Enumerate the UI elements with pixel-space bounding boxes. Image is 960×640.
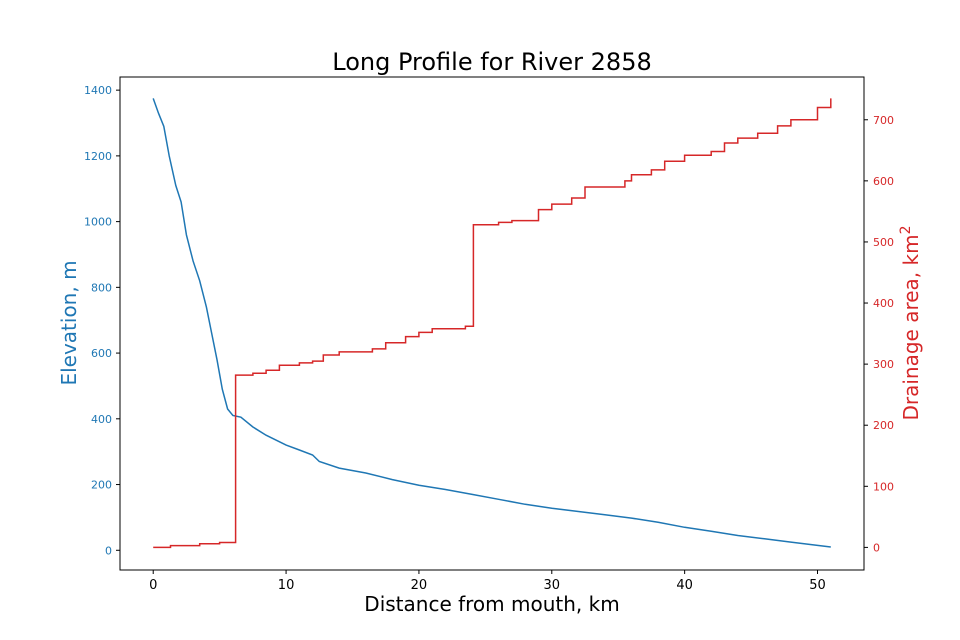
x-tick-label: 50 xyxy=(809,578,826,593)
series-line-drainage-area xyxy=(153,98,832,549)
right-y-axis-label-superscript: 2 xyxy=(898,225,914,234)
chart-title: Long Profile for River 2858 xyxy=(332,48,651,76)
left-y-tick-label: 400 xyxy=(91,413,112,426)
x-tick-label: 10 xyxy=(278,578,295,593)
left-y-tick-label: 800 xyxy=(91,281,112,294)
plot-frame xyxy=(119,76,865,571)
x-tick-label: 0 xyxy=(149,578,157,593)
left-y-tick-label: 1000 xyxy=(84,216,112,229)
data-layer xyxy=(152,98,832,549)
x-tick-label: 40 xyxy=(676,578,693,593)
right-y-tick-label: 600 xyxy=(873,175,894,188)
left-y-tick-label: 1400 xyxy=(84,84,112,97)
right-y-axis-label: Drainage area, km2 xyxy=(898,225,923,420)
right-y-tick-label: 100 xyxy=(873,480,894,493)
left-y-tick-label: 600 xyxy=(91,347,112,360)
right-y-axis-label-base: Drainage area, km xyxy=(899,234,923,420)
tick-layer: 0 10 20 30 40 5002004006008001000120014000100… xyxy=(84,84,894,593)
x-tick-label: 20 xyxy=(411,578,428,593)
right-y-tick-label: 300 xyxy=(873,358,894,371)
right-y-tick-label: 500 xyxy=(873,236,894,249)
right-y-tick-label: 400 xyxy=(873,297,894,310)
x-axis-label: Distance from mouth, km xyxy=(364,592,619,616)
plot-area xyxy=(120,77,864,570)
left-y-axis-label: Elevation, m xyxy=(57,260,81,385)
left-y-tick-label: 0 xyxy=(105,544,112,557)
left-y-tick-label: 1200 xyxy=(84,150,112,163)
series-line-elevation xyxy=(152,98,831,548)
x-tick-label: 30 xyxy=(544,578,561,593)
left-y-tick-label: 200 xyxy=(91,479,112,492)
right-y-tick-label: 700 xyxy=(873,114,894,127)
right-y-tick-label: 0 xyxy=(873,541,880,554)
right-y-tick-label: 200 xyxy=(873,419,894,432)
